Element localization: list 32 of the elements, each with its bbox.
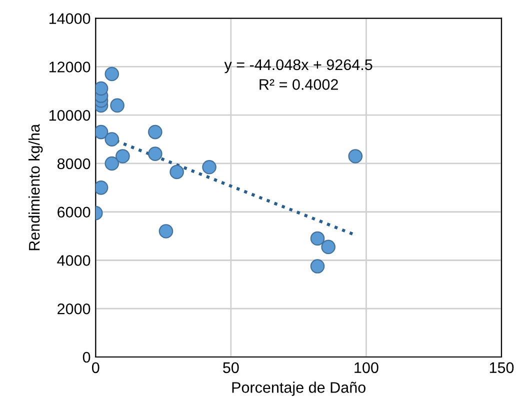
y-axis-title: Rendimiento kg/ha	[28, 124, 43, 250]
y-tick-label: 6000	[58, 206, 90, 218]
y-tick-label: 12000	[49, 62, 90, 72]
point	[104, 156, 120, 171]
y-tick-label: 0	[82, 352, 90, 363]
point	[170, 164, 184, 180]
point	[104, 132, 120, 146]
point	[104, 66, 120, 82]
point	[321, 240, 336, 254]
point	[310, 259, 325, 274]
point	[348, 149, 363, 164]
point	[202, 160, 216, 174]
y-tick-label: 8000	[57, 158, 90, 170]
annotation: y = -44.048x + 9264.5 R² = 0.4002	[224, 59, 372, 90]
y-tick-label: 2000	[58, 303, 90, 314]
point	[116, 149, 130, 164]
y-tick-label: 14000	[49, 13, 90, 24]
point	[148, 146, 162, 161]
x-tick-label: 100	[354, 362, 378, 374]
point	[96, 124, 108, 140]
point	[158, 224, 174, 238]
x-tick-label: 150	[490, 362, 514, 374]
point	[110, 98, 124, 113]
point	[148, 124, 162, 140]
x-tick-label: 50	[223, 362, 239, 374]
point	[96, 81, 108, 96]
x-tick-label: 0	[92, 362, 100, 374]
point	[310, 231, 325, 246]
y-tick-label: 4000	[57, 255, 90, 266]
point	[96, 180, 108, 195]
y-tick-label: 10000	[49, 110, 90, 121]
x-axis-title: Porcentaje de Daño	[232, 382, 366, 396]
